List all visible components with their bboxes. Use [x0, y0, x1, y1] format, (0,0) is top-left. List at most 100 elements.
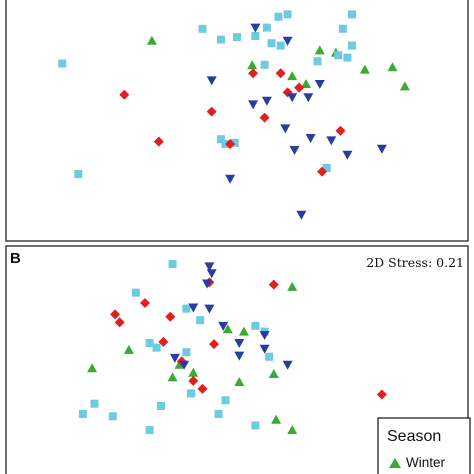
panel-b-triangle-up-point: [234, 376, 245, 386]
panel-a-square-point: [274, 12, 283, 21]
panel-a-triangle-up-point: [359, 64, 370, 74]
panel-b-triangle-down-point: [259, 331, 270, 341]
panel-a-diamond-point: [153, 136, 164, 147]
panel-b-triangle-up-point: [167, 372, 178, 382]
panel-b-square-point: [214, 410, 223, 419]
panel-a-triangle-down-point: [248, 100, 259, 110]
panel-b-triangle-up-point: [222, 324, 233, 334]
panel-b-triangle-down-point: [169, 353, 180, 363]
panel-a-square-point: [216, 35, 225, 44]
panel-b-triangle-down-point: [259, 344, 270, 354]
panel-b-points: [78, 260, 387, 435]
panel-a-diamond-point: [225, 139, 236, 149]
panel-a-triangle-down-point: [305, 134, 316, 143]
panel-b-triangle-down-point: [234, 351, 245, 361]
panel-b-triangle-up-point: [271, 414, 282, 424]
panel-b-diamond-point: [140, 297, 150, 308]
panel-a-triangle-down-point: [261, 96, 272, 106]
panel-a-square-point: [251, 32, 260, 40]
panel-b-diamond-point: [197, 383, 208, 394]
panel-b-triangle-down-point: [188, 303, 199, 313]
panel-b-triangle-down-point: [282, 360, 293, 370]
panel-a-diamond-point: [275, 68, 286, 79]
panel-b-diamond-point: [268, 279, 279, 290]
panel-b-label: B: [10, 250, 21, 267]
panel-b-diamond-point: [114, 317, 125, 328]
panel-b-square-point: [196, 316, 205, 325]
panel-a-diamond-point: [317, 166, 328, 177]
panel-a-square-point: [338, 24, 347, 33]
panel-b-diamond-point: [376, 389, 387, 400]
panel-b-square-point: [251, 421, 260, 430]
panel-a-triangle-up-point: [247, 60, 258, 70]
panel-b-square-point: [157, 402, 166, 411]
panel-b-triangle-down-point: [179, 360, 190, 370]
panel-b-square-point: [187, 389, 195, 398]
panel-b-triangle-up-point: [87, 363, 98, 373]
panel-b-diamond-point: [209, 339, 219, 350]
panel-b-triangle-down-point: [204, 304, 215, 314]
panel-b-square-point: [131, 288, 140, 297]
panel-b-triangle-up-point: [287, 425, 298, 435]
panel-b-square-point: [78, 410, 87, 419]
panel-b-square-point: [221, 396, 230, 405]
panel-a-diamond-point: [248, 68, 259, 79]
panel-b-square-point: [182, 348, 191, 357]
panel-b-triangle-down-point: [218, 321, 229, 331]
panel-a-square-point: [276, 41, 285, 50]
panel-b-triangle-down-point: [234, 339, 245, 349]
panel-a-diamond-point: [206, 106, 217, 117]
panel-a-square-point: [198, 24, 207, 33]
panel-a-triangle-down-point: [287, 93, 298, 103]
panel-b-square-point: [90, 399, 99, 408]
panel-b-square-point: [145, 426, 154, 435]
panel-a-square-point: [216, 135, 225, 144]
panel-a-square-point: [262, 23, 271, 32]
panel-a-triangle-up-point: [301, 79, 311, 88]
stress-value: 2D Stress: 0.21: [366, 255, 464, 270]
panel-a-square-point: [58, 59, 67, 68]
panel-a-points: [58, 10, 410, 220]
panel-b-square-point: [145, 339, 154, 348]
legend-title: Season: [387, 428, 441, 445]
panel-a-triangle-down-point: [326, 136, 337, 146]
panel-b-triangle-up-point: [238, 326, 249, 336]
panel-a-square-point: [267, 39, 276, 48]
panel-a-triangle-up-point: [287, 71, 298, 81]
panel-b-triangle-up-point: [287, 281, 298, 291]
panel-a-square-point: [343, 53, 352, 62]
panel-a-triangle-down-point: [206, 76, 217, 86]
panel-a-triangle-down-point: [303, 93, 314, 103]
legend-winter-label: Winter: [406, 455, 446, 470]
panel-a-triangle-down-point: [296, 210, 307, 220]
legend: Season Winter: [377, 417, 471, 474]
panel-a-triangle-up-point: [314, 45, 325, 55]
panel-a-triangle-up-point: [146, 35, 157, 45]
panel-a-square-point: [233, 33, 241, 42]
panel-b-triangle-down-point: [202, 279, 213, 289]
panel-a-square-point: [230, 138, 239, 147]
panel-b-triangle-down-point: [206, 269, 217, 279]
panel-a-diamond-point: [119, 89, 130, 100]
panel-b-triangle-up-point: [188, 367, 199, 377]
panel-b-square-point: [251, 321, 260, 330]
panel-a-square-point: [348, 10, 356, 19]
panel-a-triangle-down-point: [314, 80, 325, 89]
panel-a-square-point: [74, 170, 83, 178]
panel-a-square-point: [348, 41, 356, 50]
panel-a-triangle-down-point: [250, 23, 261, 33]
panel-a-triangle-down-point: [282, 36, 293, 46]
panel-a-triangle-up-point: [399, 81, 410, 91]
panel-a-diamond-point: [294, 82, 305, 93]
legend-winter-marker: [389, 458, 401, 468]
panel-a-square-point: [283, 10, 292, 19]
panel-b-diamond-point: [188, 375, 199, 386]
panel-b-square-point: [182, 304, 191, 313]
panel-a-square-point: [260, 60, 269, 69]
panel-b-diamond-point: [158, 336, 169, 347]
panel-a-triangle-up-point: [387, 62, 398, 72]
panel-a-triangle-down-point: [280, 124, 291, 134]
panel-a-triangle-down-point: [225, 174, 236, 184]
panel-a-triangle-down-point: [289, 146, 300, 155]
